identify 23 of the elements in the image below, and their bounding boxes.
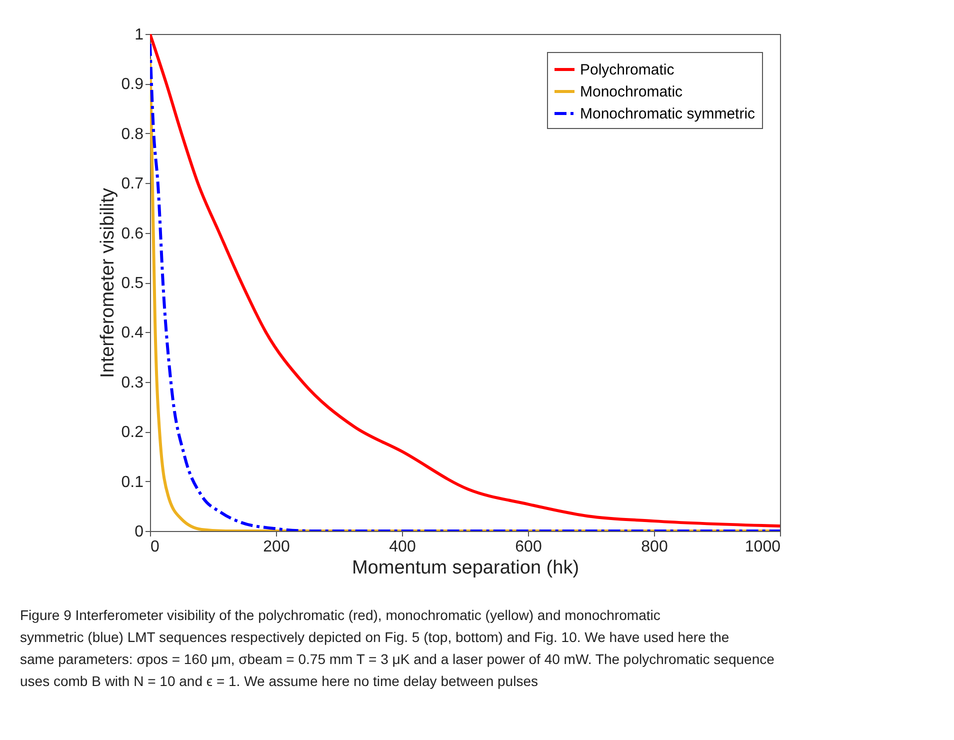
x-axis-title: Momentum separation (hk) — [352, 558, 580, 578]
y-tick-label: 0.4 — [121, 324, 144, 342]
caption: Figure 9 Interferometer visibility of the polychromatic (red), monochromatic (yellow) and monochromatic symmetric (blue) LMT sequences respectively depicted on Fig. 5 (top, bottom) and Fig. 10. We have used here the same parameters: σpos = 160 μm, σbeam = 0.75 mm T = 3 μK and a laser power of 40 mW. The polychromatic sequence uses comb B with N = 10 and ϵ = 1. We assume here no time delay between pulses — [20, 607, 775, 689]
x-tick-label: 1000 — [744, 538, 781, 556]
legend-label: Polychromatic — [580, 62, 675, 78]
y-tick-label: 1 — [134, 26, 144, 44]
x-tick-label: 200 — [263, 538, 290, 556]
y-tick-label: 0.1 — [121, 474, 144, 491]
x-tick-label: 600 — [515, 538, 542, 556]
y-tick-label: 0.5 — [121, 275, 144, 292]
legend-label: Monochromatic symmetric — [580, 106, 756, 122]
x-tick-label: 800 — [641, 538, 668, 556]
y-tick-label: 0.6 — [121, 225, 144, 242]
x-tick-label: 0 — [150, 538, 160, 556]
y-tick-label: 0.8 — [121, 126, 144, 143]
y-tick-label: 0 — [134, 524, 144, 540]
y-tick-label: 0.3 — [121, 374, 144, 392]
y-tick-label: 0.9 — [121, 76, 144, 94]
legend-label: Monochromatic — [580, 84, 684, 100]
y-tick-label: 0.7 — [121, 176, 144, 193]
y-tick-label: 0.2 — [121, 424, 144, 442]
y-axis-title: Interferometer visibility — [97, 187, 118, 378]
x-tick-label: 400 — [389, 538, 416, 556]
